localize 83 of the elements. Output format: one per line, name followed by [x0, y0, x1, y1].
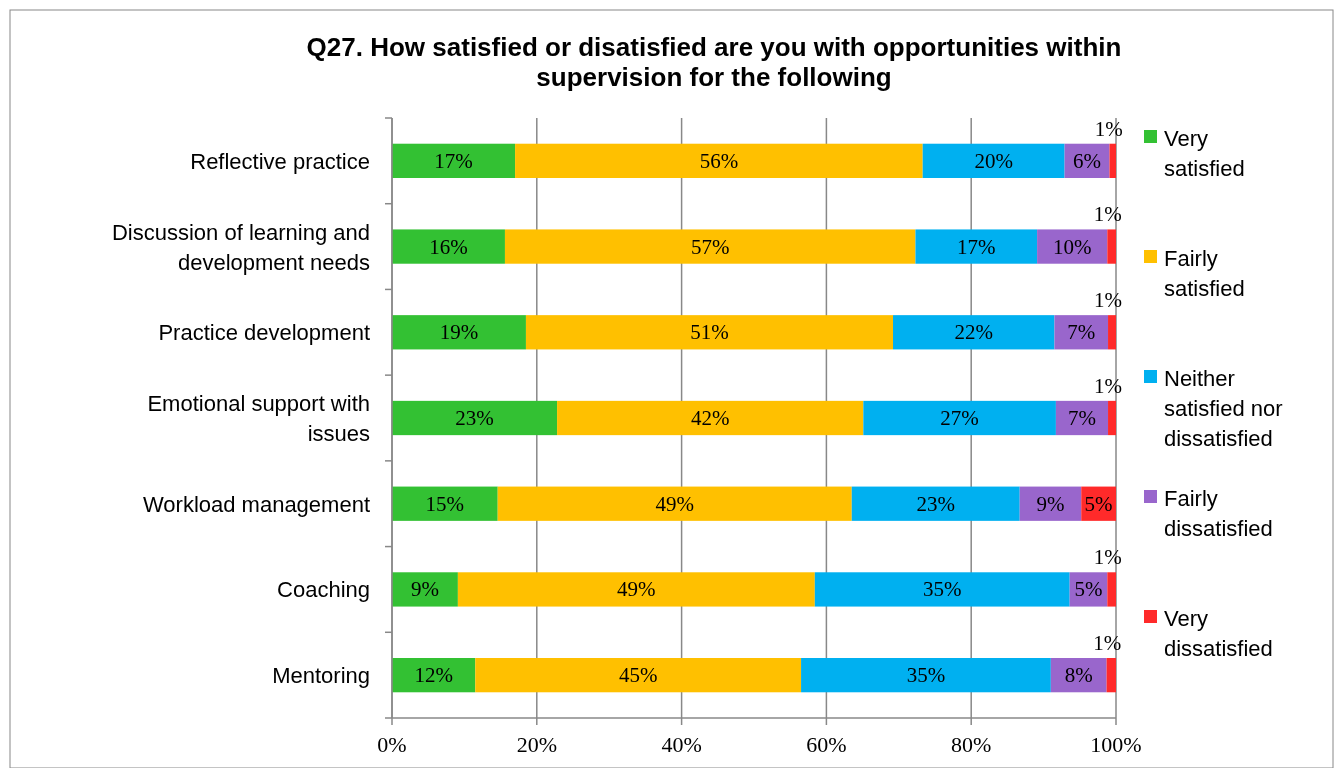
data-label: 23%: [455, 406, 494, 430]
data-label: 5%: [1074, 577, 1103, 602]
data-label: 12%: [414, 663, 453, 688]
x-tick-label: 40%: [661, 732, 702, 757]
x-tick-label: 80%: [951, 732, 992, 757]
data-label: 9%: [1036, 491, 1065, 516]
data-label: 20%: [974, 148, 1013, 173]
y-tick-label: Practice development: [158, 319, 370, 345]
x-tick-label: 60%: [806, 732, 847, 757]
x-tick-label: 100%: [1090, 732, 1142, 757]
legend-label: Very dissatisfied: [1164, 605, 1273, 661]
bar: [497, 486, 852, 521]
bar: [1107, 572, 1116, 607]
bar: [893, 315, 1055, 350]
data-label: 56%: [699, 148, 739, 173]
bar: [915, 229, 1038, 264]
data-label: 17%: [434, 148, 473, 173]
bar: [801, 658, 1051, 693]
data-label: 1%: [1094, 116, 1123, 141]
chart-title: Q27. How satisfied or disatisfied are you with opportunities within supervision for the following: [306, 32, 1122, 92]
data-label: 49%: [655, 491, 694, 516]
data-label: 9%: [410, 577, 439, 602]
bar: [1108, 400, 1116, 436]
bar: [457, 572, 815, 607]
data-label: 17%: [957, 234, 996, 259]
bar: [392, 572, 458, 607]
data-label: 7%: [1067, 320, 1096, 345]
bar: [814, 572, 1070, 607]
bar: [922, 143, 1065, 178]
bar: [392, 315, 526, 350]
data-label: 1%: [1094, 373, 1123, 398]
legend-label: Very satisfied: [1164, 125, 1245, 181]
data-label: 16%: [429, 234, 468, 259]
bar: [1107, 229, 1116, 264]
y-tick-label: Discussion of learning and development needs: [111, 219, 370, 275]
data-label: 1%: [1093, 631, 1122, 655]
bar: [557, 400, 864, 436]
bar: [1109, 143, 1116, 178]
y-tick-label: Mentoring: [272, 662, 370, 688]
data-label: 22%: [954, 320, 993, 345]
data-label: 1%: [1094, 288, 1123, 313]
data-label: 42%: [690, 406, 730, 430]
data-label: 1%: [1093, 545, 1122, 570]
legend-label: Neither satisfied nor dissatisfied: [1164, 365, 1283, 451]
y-tick-label: Emotional support with issues: [147, 390, 370, 446]
bar: [851, 486, 1020, 521]
bar: [392, 658, 476, 693]
bar: [1106, 658, 1116, 693]
data-label: 5%: [1084, 491, 1113, 516]
bar: [1037, 229, 1108, 264]
x-tick-label: 0%: [377, 732, 407, 757]
data-label: 51%: [690, 320, 729, 345]
legend-label: Fairly dissatisfied: [1164, 485, 1273, 541]
data-label: 35%: [906, 663, 946, 688]
y-tick-label: Coaching: [277, 576, 370, 602]
x-tick-label: 20%: [516, 732, 557, 757]
data-label: 15%: [425, 491, 465, 516]
bar: [392, 229, 505, 264]
bar: [392, 143, 516, 178]
bar: [863, 400, 1056, 436]
bar: [525, 315, 894, 350]
bar: [392, 486, 498, 521]
data-label: 57%: [690, 234, 730, 259]
data-label: 35%: [922, 577, 962, 602]
data-label: 23%: [916, 491, 955, 516]
y-tick-label: Reflective practice: [190, 148, 370, 174]
bar: [504, 229, 916, 264]
data-label: 8%: [1064, 663, 1093, 688]
data-label: 19%: [439, 320, 479, 345]
y-tick-label: Workload management: [142, 491, 370, 517]
legend-label: Fairly satisfied: [1164, 245, 1245, 301]
bar: [515, 143, 923, 178]
data-label: 49%: [617, 577, 656, 602]
bar: [475, 658, 802, 693]
data-label: 45%: [618, 663, 658, 688]
data-label: 10%: [1052, 234, 1092, 259]
data-label: 27%: [940, 406, 979, 430]
bar: [1054, 315, 1109, 350]
data-label: 7%: [1067, 406, 1096, 430]
bar: [392, 400, 558, 436]
data-label: 6%: [1073, 148, 1102, 173]
data-label: 1%: [1093, 202, 1122, 227]
bar: [1108, 315, 1116, 350]
